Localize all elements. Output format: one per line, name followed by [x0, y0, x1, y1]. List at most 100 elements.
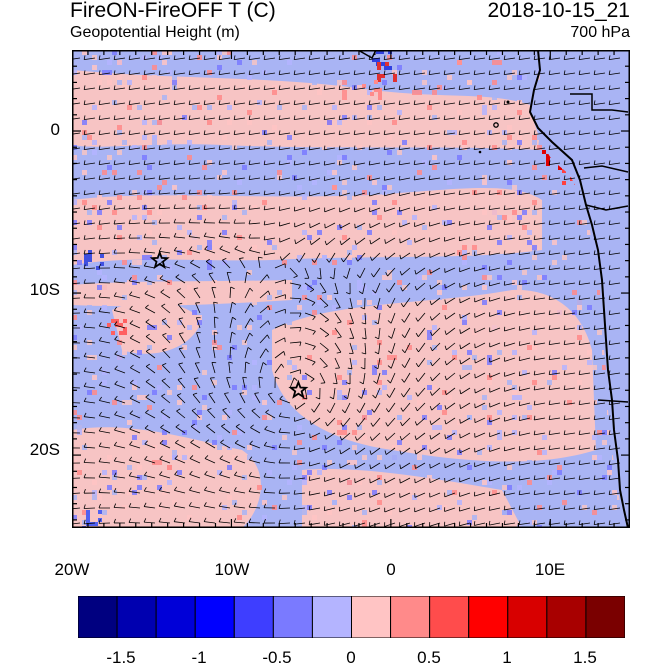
speckle-cell [417, 400, 422, 405]
speckle-cell [542, 410, 547, 415]
wind-barb-flag [325, 224, 326, 228]
speckle-cell [217, 445, 222, 450]
speckle-cell [527, 345, 532, 350]
speckle-cell [497, 410, 502, 415]
speckle-cell [342, 430, 347, 435]
wind-barb-flag [519, 416, 520, 420]
speckle-cell [497, 190, 502, 195]
speckle-cell [272, 90, 277, 95]
colorbar-swatch [312, 596, 351, 638]
speckle-cell [502, 485, 507, 490]
speckle-cell [237, 325, 242, 330]
speckle-cell [152, 75, 157, 80]
speckle-cell [292, 365, 297, 370]
speckle-cell [422, 70, 427, 75]
speckle-cell [84, 258, 88, 262]
speckle-cell [592, 435, 597, 440]
speckle-cell [217, 345, 222, 350]
speckle-cell [92, 150, 97, 155]
speckle-cell [532, 510, 537, 515]
speckle-cell [442, 410, 447, 415]
speckle-cell [302, 510, 307, 515]
speckle-cell [82, 200, 87, 205]
speckle-cell [132, 275, 137, 280]
speckle-cell [347, 480, 352, 485]
speckle-cell [377, 215, 382, 220]
speckle-cell [407, 470, 412, 475]
speckle-cell [392, 210, 397, 215]
speckle-cell [482, 405, 487, 410]
speckle-cell [367, 410, 372, 415]
speckle-cell [142, 215, 147, 220]
speckle-cell [477, 400, 482, 405]
speckle-cell [332, 170, 337, 175]
speckle-cell [252, 60, 257, 65]
speckle-cell [187, 140, 192, 145]
speckle-cell [412, 90, 417, 95]
speckle-cell [227, 120, 232, 125]
speckle-cell [167, 115, 172, 120]
speckle-cell [277, 400, 282, 405]
speckle-cell [87, 305, 92, 310]
speckle-cell [287, 320, 292, 325]
speckle-cell [132, 205, 137, 210]
speckle-cell [372, 340, 377, 345]
speckle-cell [378, 92, 382, 96]
speckle-cell [202, 395, 207, 400]
speckle-cell [247, 120, 252, 125]
speckle-cell [382, 280, 387, 285]
speckle-cell [347, 70, 352, 75]
speckle-cell [472, 200, 477, 205]
speckle-cell [307, 390, 312, 395]
speckle-cell [332, 185, 337, 190]
speckle-cell [117, 215, 122, 220]
speckle-cell [137, 195, 142, 200]
speckle-cell [527, 240, 532, 245]
speckle-cell [512, 305, 517, 310]
speckle-cell [437, 290, 442, 295]
speckle-cell [374, 80, 378, 84]
speckle-cell [417, 170, 422, 175]
speckle-cell [337, 430, 342, 435]
wind-barb [230, 347, 231, 358]
speckle-cell [517, 140, 522, 145]
speckle-cell [137, 235, 142, 240]
speckle-cell [467, 350, 472, 355]
speckle-cell [592, 365, 597, 370]
speckle-cell [192, 385, 197, 390]
speckle-cell [157, 120, 162, 125]
speckle-cell [123, 331, 127, 335]
speckle-cell [347, 495, 352, 500]
speckle-cell [572, 290, 577, 295]
speckle-cell [102, 305, 107, 310]
speckle-cell [352, 165, 357, 170]
speckle-cell [137, 170, 142, 175]
speckle-cell [387, 485, 392, 490]
speckle-cell [207, 195, 212, 200]
speckle-cell [157, 210, 162, 215]
speckle-cell [507, 180, 512, 185]
speckle-cell [107, 70, 112, 75]
speckle-cell [378, 96, 382, 100]
speckle-cell [492, 60, 497, 65]
speckle-cell [84, 254, 88, 258]
speckle-cell [277, 290, 282, 295]
speckle-cell [177, 385, 182, 390]
speckle-cell [152, 390, 157, 395]
speckle-cell [267, 360, 272, 365]
speckle-cell [107, 165, 112, 170]
speckle-cell [77, 80, 82, 85]
speckle-cell [122, 285, 127, 290]
speckle-cell [512, 340, 517, 345]
speckle-cell [97, 80, 102, 85]
speckle-cell [247, 110, 252, 115]
speckle-cell [482, 275, 487, 280]
speckle-cell [393, 78, 397, 82]
wind-barb-flag [504, 476, 505, 480]
speckle-cell [482, 395, 487, 400]
speckle-cell [432, 155, 437, 160]
speckle-cell [97, 195, 102, 200]
speckle-cell [287, 160, 292, 165]
speckle-cell [82, 150, 87, 155]
speckle-cell [557, 310, 562, 315]
